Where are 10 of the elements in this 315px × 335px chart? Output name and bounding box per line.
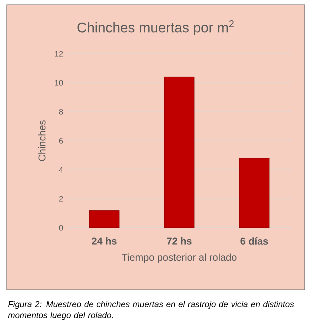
bar bbox=[239, 158, 270, 228]
y-axis-title: Chinches bbox=[38, 120, 46, 162]
x-axis-title: Tiempo posterior al rolado bbox=[122, 254, 237, 264]
text: Figura 2: Muestreo de chinches muertas en el rastrojo de vicia en distintos momentos luego del rolado. bbox=[8, 301, 294, 320]
chart-title: Chinches muertas por m$^{2}$ bbox=[78, 20, 234, 36]
bar bbox=[164, 77, 195, 228]
bar bbox=[89, 210, 120, 228]
x-tick-label: 6 días bbox=[240, 238, 268, 245]
x-tick-label: 24 hs bbox=[92, 238, 117, 245]
x-tick-label: 72 hs bbox=[167, 238, 192, 245]
